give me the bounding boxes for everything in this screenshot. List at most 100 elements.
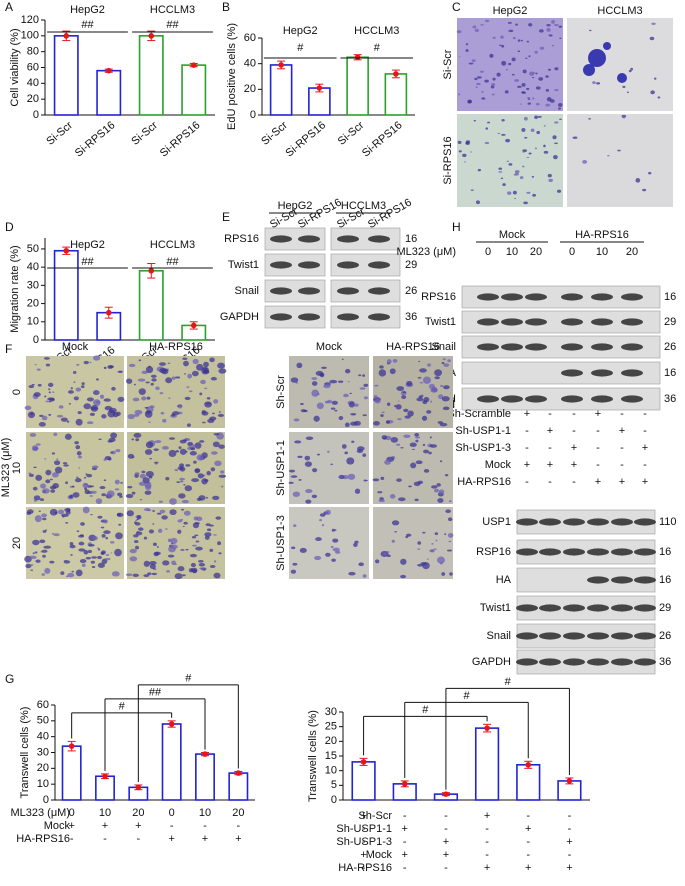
cell (87, 549, 92, 554)
cell (477, 168, 482, 172)
cell (458, 93, 461, 96)
cell (187, 373, 193, 379)
row-label: 20 (11, 537, 23, 549)
cell (381, 411, 385, 414)
cell (101, 550, 106, 555)
cell (97, 555, 102, 560)
cell (330, 545, 334, 549)
cell (67, 390, 74, 394)
cell (442, 358, 446, 361)
cell (145, 470, 154, 478)
condition-value: - (643, 408, 647, 420)
cell (457, 140, 462, 145)
condition-value: 20 (530, 246, 542, 258)
cell (324, 400, 330, 404)
cell (154, 461, 159, 464)
cell (45, 363, 51, 367)
column-label: HA-RPS16 (386, 341, 440, 353)
cell (190, 562, 196, 568)
cell (319, 372, 325, 377)
cell (433, 548, 437, 550)
band (591, 369, 613, 377)
cell (305, 499, 312, 504)
cell (528, 152, 532, 155)
bar (346, 56, 369, 116)
cell (449, 572, 453, 576)
cell (349, 392, 353, 395)
row-label: Si-Scr (442, 49, 454, 79)
cell (91, 565, 96, 568)
condition-value: 10 (506, 246, 518, 258)
cell (526, 191, 531, 194)
bar (269, 64, 293, 116)
cell (105, 536, 109, 540)
cell (412, 448, 415, 451)
cell (484, 79, 489, 83)
cell (419, 368, 427, 373)
cell (554, 142, 558, 145)
cell (150, 374, 157, 378)
band (634, 604, 656, 612)
cell (429, 436, 432, 439)
protein-name: Snail (432, 341, 456, 353)
cell (49, 560, 55, 564)
cell (156, 512, 162, 515)
band (621, 343, 643, 351)
cell (290, 377, 299, 383)
cell (650, 90, 655, 95)
y-tick-label: 60 (27, 61, 39, 73)
band (634, 548, 656, 556)
protein-name: GAPDH (472, 656, 511, 668)
band (337, 235, 359, 243)
condition-value: + (402, 849, 408, 861)
cell (607, 155, 610, 157)
cell (334, 409, 338, 412)
cell (70, 554, 73, 556)
cell (377, 491, 383, 494)
cell (165, 377, 173, 384)
cell (415, 439, 419, 443)
cell (99, 486, 106, 490)
cell (39, 539, 46, 544)
cell (400, 447, 404, 449)
cell (41, 573, 46, 576)
condition-value: - (525, 425, 529, 437)
cell (327, 450, 330, 453)
cell (596, 82, 601, 85)
cell (406, 380, 413, 387)
protein-name: Snail (235, 285, 259, 297)
cell (174, 469, 179, 472)
cell (617, 149, 621, 152)
condition-value: + (595, 408, 601, 420)
cell (438, 489, 445, 494)
protein-name: Twist1 (228, 259, 259, 271)
cell (473, 119, 476, 122)
cell (344, 422, 350, 428)
column-label: HCCLM3 (597, 5, 642, 17)
cell (338, 415, 344, 421)
cell (465, 141, 469, 145)
cell (183, 521, 188, 525)
bar (95, 775, 115, 801)
band (621, 395, 643, 403)
cell (201, 411, 209, 416)
blot-strip (264, 227, 326, 251)
cell (28, 473, 34, 477)
condition-value: + (524, 408, 530, 420)
micrograph (457, 114, 563, 207)
condition-name: Mock (44, 820, 71, 832)
significance: # (119, 701, 126, 713)
cell (331, 558, 336, 562)
cell (202, 421, 206, 424)
cell (476, 82, 481, 86)
y-axis-label: Transwell cells (%) (19, 707, 31, 799)
cell (417, 360, 421, 362)
bar (351, 761, 376, 801)
cell (383, 437, 386, 440)
cell (38, 510, 41, 512)
cell (648, 171, 652, 175)
cell (442, 406, 450, 411)
cell (141, 396, 147, 401)
band (298, 235, 320, 243)
